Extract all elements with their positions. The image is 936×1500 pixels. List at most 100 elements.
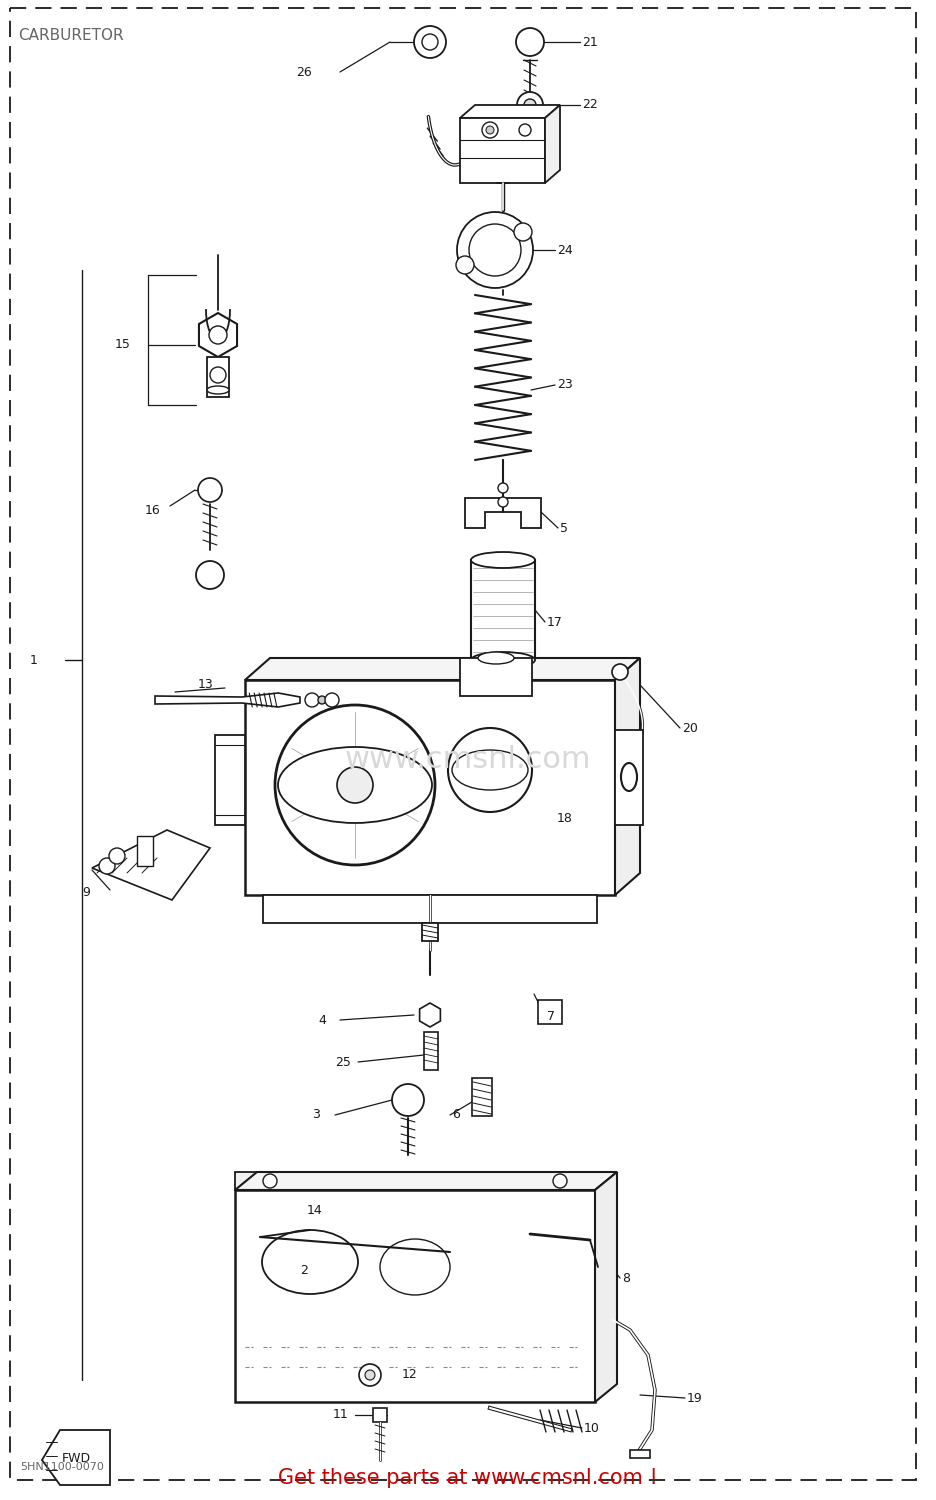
Text: 20: 20 (682, 722, 698, 735)
Bar (207, 357, 229, 398)
Circle shape (318, 696, 326, 703)
Text: 9: 9 (82, 885, 90, 898)
Circle shape (422, 34, 438, 50)
Ellipse shape (471, 552, 535, 568)
Polygon shape (460, 105, 560, 118)
Text: 18: 18 (557, 812, 573, 825)
Text: 4: 4 (318, 1014, 326, 1026)
Polygon shape (245, 658, 640, 680)
Bar (615, 730, 643, 825)
Bar (460, 658, 532, 696)
Circle shape (365, 1370, 375, 1380)
Text: 21: 21 (582, 36, 598, 48)
Circle shape (519, 124, 531, 136)
Polygon shape (595, 1172, 617, 1402)
Text: 23: 23 (557, 378, 573, 392)
Polygon shape (155, 693, 300, 706)
Circle shape (516, 28, 544, 56)
Bar (471, 560, 535, 660)
Text: 10: 10 (584, 1422, 600, 1434)
Bar (373, 1408, 387, 1422)
Text: 2: 2 (300, 1263, 308, 1276)
Circle shape (275, 705, 435, 866)
Text: Get these parts at www.cmsnl.com !: Get these parts at www.cmsnl.com ! (278, 1468, 658, 1488)
Text: 26: 26 (296, 66, 312, 78)
Polygon shape (545, 105, 560, 183)
Circle shape (325, 693, 339, 706)
Text: www.cmsnl.com: www.cmsnl.com (344, 746, 592, 774)
Circle shape (517, 92, 543, 118)
Text: 17: 17 (547, 615, 563, 628)
Text: 22: 22 (582, 99, 598, 111)
Text: 11: 11 (333, 1408, 349, 1422)
Bar (235, 1190, 595, 1402)
Circle shape (198, 478, 222, 502)
Text: 24: 24 (557, 243, 573, 256)
Polygon shape (92, 830, 210, 900)
Circle shape (498, 483, 508, 494)
Ellipse shape (262, 1230, 358, 1294)
Circle shape (482, 122, 498, 138)
Polygon shape (235, 1172, 617, 1190)
Bar (538, 1000, 562, 1024)
Text: CARBURETOR: CARBURETOR (18, 28, 124, 44)
Text: 5HN1100-0070: 5HN1100-0070 (20, 1462, 104, 1472)
Circle shape (514, 224, 532, 242)
Circle shape (109, 847, 125, 864)
Circle shape (486, 126, 494, 134)
Polygon shape (465, 498, 541, 528)
Circle shape (469, 224, 521, 276)
Text: 15: 15 (115, 339, 131, 351)
Circle shape (196, 561, 224, 590)
Circle shape (498, 496, 508, 507)
Bar (424, 1032, 438, 1070)
Ellipse shape (278, 747, 432, 824)
Bar (215, 735, 245, 825)
Polygon shape (419, 1004, 441, 1028)
Text: 12: 12 (402, 1368, 417, 1382)
Text: 14: 14 (307, 1203, 323, 1216)
Text: 5: 5 (560, 522, 568, 534)
Circle shape (553, 1174, 567, 1188)
Polygon shape (42, 1430, 110, 1485)
Ellipse shape (621, 764, 637, 790)
Polygon shape (199, 314, 237, 357)
Text: 1: 1 (30, 654, 37, 666)
Circle shape (414, 26, 446, 58)
Ellipse shape (380, 1239, 450, 1294)
Bar (422, 922, 438, 940)
Circle shape (99, 858, 115, 874)
Bar (460, 118, 545, 183)
Circle shape (448, 728, 532, 812)
Text: 13: 13 (198, 678, 213, 692)
Bar (630, 1450, 650, 1458)
Text: 3: 3 (312, 1108, 320, 1122)
Circle shape (209, 326, 227, 344)
Bar (245, 680, 615, 896)
Circle shape (392, 1084, 424, 1116)
Circle shape (524, 99, 536, 111)
Bar (263, 896, 597, 922)
Ellipse shape (478, 652, 514, 664)
Circle shape (456, 256, 474, 274)
Text: 16: 16 (145, 504, 161, 516)
Text: 19: 19 (687, 1392, 703, 1404)
Circle shape (457, 211, 533, 288)
Bar (235, 1172, 595, 1190)
Circle shape (210, 368, 226, 382)
Circle shape (359, 1364, 381, 1386)
Circle shape (337, 766, 373, 802)
Circle shape (263, 1174, 277, 1188)
Circle shape (305, 693, 319, 706)
Circle shape (612, 664, 628, 680)
Text: FWD: FWD (62, 1452, 91, 1464)
Text: 25: 25 (335, 1056, 351, 1068)
Ellipse shape (471, 652, 535, 668)
Text: 8: 8 (622, 1272, 630, 1284)
Text: 7: 7 (547, 1010, 555, 1023)
Ellipse shape (452, 750, 528, 790)
Ellipse shape (207, 386, 229, 394)
Bar (472, 1078, 492, 1116)
Text: 6: 6 (452, 1108, 460, 1122)
Polygon shape (615, 658, 640, 896)
